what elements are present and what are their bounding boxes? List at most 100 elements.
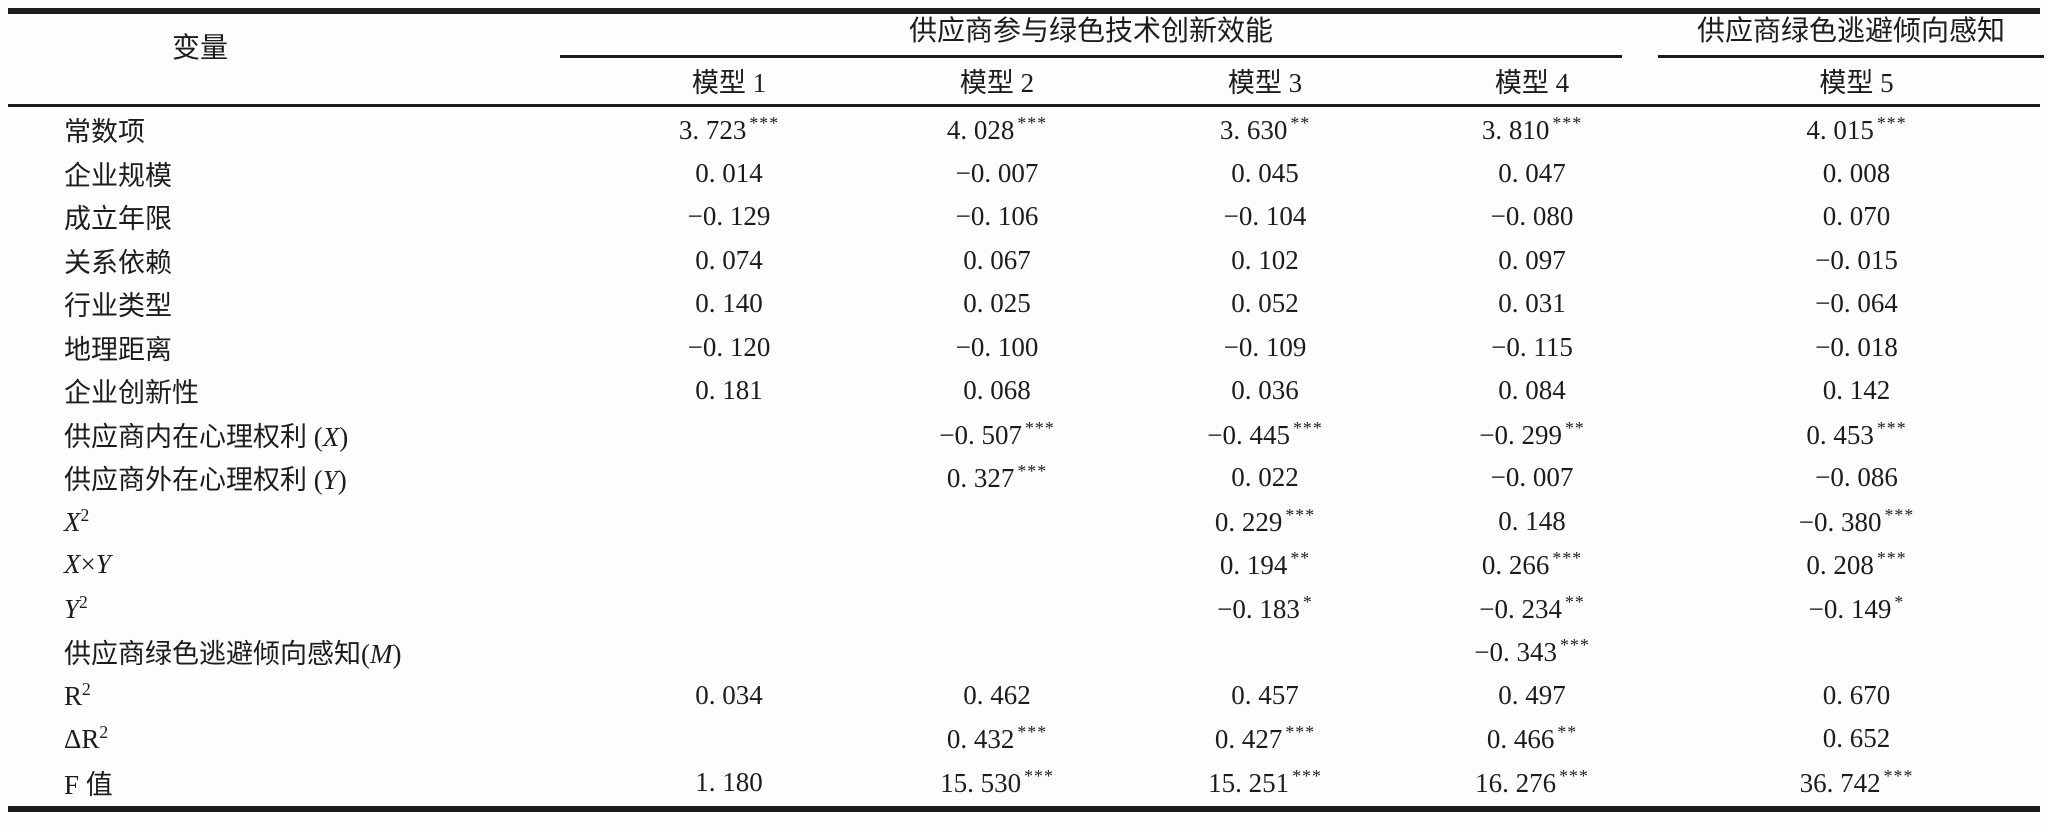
coefficient-value: 0. 014 — [695, 157, 763, 188]
coefficient-cell: −0. 115 — [1399, 332, 1665, 363]
coefficient-value: −0. 007 — [1490, 462, 1574, 493]
model-4-header: 模型 4 — [1494, 67, 1570, 98]
significance-stars: *** — [1876, 113, 1907, 134]
coefficient-value: 0. 453 — [1806, 419, 1874, 450]
coefficient-value: −0. 086 — [1815, 462, 1898, 493]
coefficient-value: 0. 432 — [946, 724, 1015, 755]
coefficient-cell: 0. 140 — [595, 288, 863, 319]
row-label: 常数项 — [0, 110, 595, 149]
significance-stars: *** — [1552, 548, 1583, 569]
row-label-segment: X — [64, 549, 81, 580]
table-row: 企业规模 0. 014 −0. 007 0. 045 0. 047 0. 008 — [0, 152, 2048, 196]
row-label-segment: 供应商绿色逃避倾向感知( — [64, 639, 370, 670]
significance-stars: *** — [1883, 765, 1914, 786]
significance-stars: *** — [749, 113, 780, 134]
coefficient-cell: 16. 276 *** — [1399, 766, 1665, 799]
coefficient-cell: 36. 742 *** — [1665, 766, 2048, 799]
table-row: 供应商绿色逃避倾向感知(M) −0. 343 *** — [0, 630, 2048, 674]
coefficient-cell: 0. 047 — [1399, 158, 1665, 189]
group1-underline-rule — [560, 55, 1622, 58]
coefficient-value: 0. 068 — [963, 375, 1031, 406]
row-label-segment: F 值 — [64, 769, 113, 800]
coefficient-cell: 0. 327 *** — [863, 461, 1131, 494]
coefficient-value: 0. 031 — [1498, 288, 1566, 319]
coefficient-cell: −0. 104 — [1131, 201, 1399, 232]
coefficient-cell: −0. 106 — [863, 201, 1131, 232]
coefficient-value: 0. 466 — [1486, 724, 1555, 755]
coefficient-cell: 0. 229 *** — [1131, 505, 1399, 538]
table-row: 供应商内在心理权利 (X) −0. 507 *** −0. 445 *** −0. 299… — [0, 413, 2048, 457]
coefficient-value: −0. 106 — [955, 201, 1039, 232]
row-label: Y2 — [0, 592, 595, 625]
coefficient-cell: 0. 457 — [1131, 680, 1399, 711]
coefficient-value: −0. 018 — [1815, 331, 1898, 362]
table-row: ΔR2 0. 432 *** 0. 427 *** 0. 466 ** 0. 652 — [0, 717, 2048, 761]
coefficient-value: −0. 380 — [1798, 506, 1882, 537]
coefficient-cell: 0. 427 *** — [1131, 722, 1399, 755]
coefficient-cell: 0. 014 — [595, 158, 863, 189]
row-label-segment: 成立年限 — [64, 204, 172, 235]
row-label-segment: ) — [337, 465, 347, 496]
coefficient-cell: 15. 530 *** — [863, 766, 1131, 799]
coefficient-cell: −0. 120 — [595, 332, 863, 363]
row-label-segment: M — [370, 639, 393, 670]
coefficient-cell: 0. 052 — [1131, 288, 1399, 319]
model-header-row: 模型 1 模型 2 模型 3 模型 4 模型 5 — [0, 58, 2048, 102]
model-5-header: 模型 5 — [1819, 67, 1894, 98]
table-row: 供应商外在心理权利 (Y) 0. 327 *** 0. 022 −0. 007 −0. 0… — [0, 456, 2048, 500]
coefficient-cell: −0. 086 — [1665, 462, 2048, 493]
row-label-segment: 常数项 — [64, 117, 145, 148]
coefficient-cell: 0. 067 — [863, 245, 1131, 276]
significance-stars: *** — [1285, 504, 1316, 525]
significance-stars: *** — [1560, 635, 1590, 656]
coefficient-cell: 15. 251 *** — [1131, 766, 1399, 799]
table-row: X×Y 0. 194 ** 0. 266 *** 0. 208 *** — [0, 543, 2048, 587]
coefficient-value: 0. 074 — [695, 244, 763, 275]
coefficient-cell: −0. 149 * — [1665, 592, 2048, 625]
coefficient-value: 15. 251 — [1208, 767, 1290, 798]
coefficient-cell: 3. 630 ** — [1131, 113, 1399, 146]
row-label-segment: 2 — [82, 678, 91, 699]
coefficient-value: 1. 180 — [695, 766, 763, 797]
row-label-segment: 供应商内在心理权利 ( — [64, 421, 323, 452]
coefficient-value: 0. 497 — [1498, 679, 1566, 710]
significance-stars: *** — [1876, 548, 1907, 569]
significance-stars: ** — [1290, 548, 1311, 569]
coefficient-value: 0. 148 — [1498, 505, 1566, 536]
significance-stars: *** — [1285, 722, 1316, 743]
significance-stars: *** — [1552, 113, 1583, 134]
coefficient-cell: 0. 034 — [595, 680, 863, 711]
coefficient-cell: −0. 109 — [1131, 332, 1399, 363]
column-group-header-innovation-efficiency: 供应商参与绿色技术创新效能 — [908, 16, 1273, 47]
coefficient-value: 4. 015 — [1806, 115, 1874, 146]
coefficient-cell: 0. 036 — [1131, 375, 1399, 406]
model-1-header: 模型 1 — [691, 67, 767, 98]
coefficient-value: −0. 234 — [1479, 593, 1562, 624]
coefficient-value: 0. 457 — [1231, 679, 1299, 710]
coefficient-value: 0. 045 — [1231, 157, 1299, 188]
coefficient-value: 0. 266 — [1481, 550, 1550, 581]
coefficient-value: 0. 670 — [1822, 679, 1891, 710]
row-label: X2 — [0, 505, 595, 538]
coefficient-cell: 0. 266 *** — [1399, 548, 1665, 581]
coefficient-cell: 0. 074 — [595, 245, 863, 276]
coefficient-cell: 0. 022 — [1131, 462, 1399, 493]
row-label-segment: 企业规模 — [64, 160, 172, 191]
row-label: 企业规模 — [0, 154, 595, 193]
coefficient-value: −0. 129 — [687, 201, 771, 232]
row-label-segment: ) — [392, 639, 402, 670]
coefficient-value: 3. 723 — [678, 115, 747, 146]
row-label-segment: ΔR — [64, 724, 100, 755]
coefficient-cell: 3. 723 *** — [595, 113, 863, 146]
row-label-segment: × — [80, 549, 96, 580]
coefficient-cell: −0. 064 — [1665, 288, 2048, 319]
coefficient-value: −0. 064 — [1815, 288, 1898, 319]
coefficient-value: 0. 070 — [1822, 201, 1891, 232]
model-2-header: 模型 2 — [959, 67, 1035, 98]
row-label-segment: Y — [64, 593, 80, 624]
row-label: 企业创新性 — [0, 371, 595, 410]
coefficient-cell: 4. 015 *** — [1665, 113, 2048, 146]
coefficient-cell: 0. 208 *** — [1665, 548, 2048, 581]
significance-stars: *** — [1293, 417, 1323, 438]
coefficient-value: 0. 034 — [695, 679, 763, 710]
